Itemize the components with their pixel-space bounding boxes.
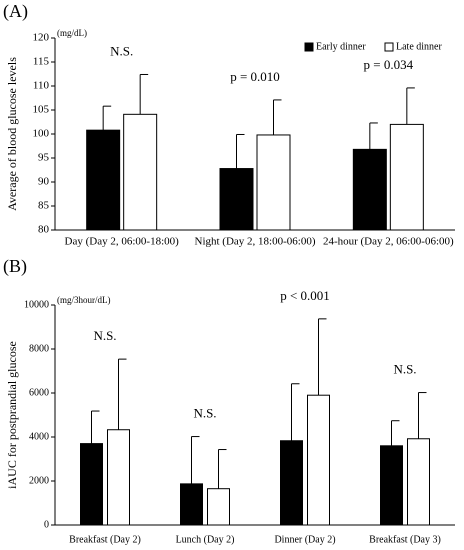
bar	[180, 483, 203, 526]
bar	[389, 123, 424, 231]
panel-label: (A)	[3, 1, 28, 22]
y-tick-label: 110	[33, 80, 50, 92]
y-tick-label: 6000	[29, 387, 49, 398]
bar	[107, 429, 130, 526]
panel-label: (B)	[3, 256, 27, 277]
y-tick-label: 105	[33, 104, 50, 116]
y-tick-label: 115	[33, 56, 50, 68]
x-tick-label: Dinner (Day 2)	[274, 534, 335, 545]
annotation: p = 0.034	[364, 57, 414, 72]
bar	[407, 438, 430, 526]
legend-label: Early dinner	[316, 41, 366, 52]
bar	[307, 394, 330, 526]
y-tick-label: 0	[44, 519, 49, 530]
x-tick-label: Breakfast (Day 2)	[69, 534, 141, 545]
y-tick-label: 85	[38, 200, 50, 212]
y-tick-label: 100	[33, 128, 50, 140]
x-tick-label: 24-hour (Day 2, 06:00-06:00)	[323, 236, 454, 248]
bar	[380, 445, 403, 526]
y-axis-title: Average of blood glucose levels	[5, 57, 19, 211]
bar	[256, 134, 291, 231]
y-tick-label: 4000	[29, 431, 49, 442]
bar	[352, 148, 387, 231]
annotation: N.S.	[110, 43, 133, 58]
x-tick-label: Night (Day 2, 18:00-06:00)	[195, 236, 316, 248]
y-tick-label: 80	[38, 224, 50, 236]
legend-label: Late dinner	[396, 41, 442, 52]
y-tick-label: 90	[38, 176, 50, 188]
annotation: N.S.	[393, 362, 416, 377]
bar	[80, 443, 103, 526]
annotation: p = 0.010	[230, 69, 280, 84]
unit-label: (mg/dL)	[57, 28, 87, 38]
y-tick-label: 10000	[24, 299, 49, 310]
unit-label: (mg/3hour/dL)	[57, 295, 111, 305]
bar	[280, 440, 303, 526]
legend-swatch	[384, 42, 394, 52]
x-tick-label: Day (Day 2, 06:00-18:00)	[65, 236, 180, 248]
y-tick-label: 95	[38, 152, 50, 164]
y-tick-label: 120	[33, 32, 50, 44]
x-tick-label: Lunch (Day 2)	[176, 534, 235, 545]
y-tick-label: 8000	[29, 343, 49, 354]
annotation: N.S.	[193, 406, 216, 421]
y-tick-label: 2000	[29, 475, 49, 486]
bar	[123, 113, 158, 231]
bar	[86, 129, 121, 231]
bar	[219, 168, 254, 231]
annotation: N.S.	[93, 328, 116, 343]
bar	[207, 488, 230, 526]
y-axis-title: iAUC for postprandial glucose	[5, 341, 19, 489]
x-tick-label: Breakfast (Day 3)	[369, 534, 441, 545]
annotation: p < 0.001	[280, 288, 330, 303]
legend-swatch	[304, 42, 314, 52]
